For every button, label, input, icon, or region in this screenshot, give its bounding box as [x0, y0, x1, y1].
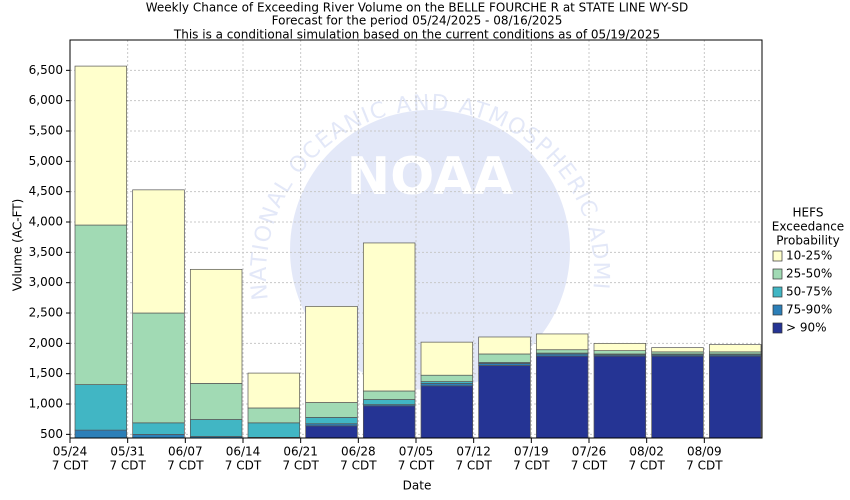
y-tick-label: 6,000: [29, 93, 63, 107]
bar-segment: [420, 341, 474, 376]
bar-segment: [305, 402, 358, 418]
x-tick-label: 7 CDT: [340, 459, 377, 473]
bar-segment: [305, 305, 358, 403]
y-tick-label: 2,000: [29, 336, 63, 350]
bar-segment: [420, 383, 474, 387]
legend-swatch: [772, 268, 783, 280]
x-tick-label: 05/31: [110, 445, 145, 459]
bar-segment: [189, 419, 243, 437]
bar-segment: [362, 242, 416, 392]
bar-segment: [420, 374, 474, 382]
bar-segment: [132, 312, 185, 424]
bar-segment: [362, 399, 416, 405]
x-tick-label: 7 CDT: [225, 459, 262, 473]
bar-segment: [132, 434, 185, 439]
bar-segment: [535, 349, 589, 354]
chart-subtitle: Forecast for the period 05/24/2025 - 08/…: [272, 14, 563, 28]
bar-segment: [593, 343, 647, 351]
x-tick-label: 07/26: [572, 445, 607, 459]
y-tick-label: 5,000: [29, 154, 63, 168]
bar-segment: [305, 417, 358, 425]
bar-segment: [478, 353, 531, 363]
bar-segment: [74, 65, 128, 226]
bar-segment: [478, 365, 531, 439]
bar-segment: [651, 355, 704, 439]
x-tick-label: 06/28: [341, 445, 376, 459]
y-tick-label: 1,500: [29, 366, 63, 380]
bar-segment: [74, 224, 128, 385]
chart-subtitle: This is a conditional simulation based o…: [173, 28, 660, 42]
bar-segment: [74, 429, 128, 439]
bar-segment: [535, 355, 589, 439]
y-tick-label: 1,000: [29, 397, 63, 411]
legend-label: 25-50%: [786, 267, 832, 281]
bar-segment: [593, 355, 647, 439]
x-tick-label: 7 CDT: [52, 459, 89, 473]
x-tick-label: 07/19: [514, 445, 549, 459]
x-tick-label: 7 CDT: [455, 459, 492, 473]
bar-segment: [305, 425, 358, 439]
bar-segment: [708, 355, 762, 439]
x-tick-label: 7 CDT: [513, 459, 550, 473]
bar-segment: [535, 333, 589, 351]
legend-swatch: [772, 322, 783, 334]
x-tick-label: 7 CDT: [167, 459, 204, 473]
legend-title: HEFS: [793, 206, 824, 220]
chart-title: Weekly Chance of Exceeding River Volume …: [146, 1, 689, 15]
watermark-circle: [290, 110, 570, 390]
y-tick-label: 2,500: [29, 306, 63, 320]
legend-title: Exceedance: [772, 220, 844, 234]
x-tick-label: 7 CDT: [282, 459, 319, 473]
x-tick-label: 06/07: [168, 445, 203, 459]
x-tick-label: 08/02: [629, 445, 664, 459]
legend-label: 50-75%: [786, 285, 832, 299]
watermark-logo: NOAA: [347, 147, 514, 207]
legend-label: > 90%: [786, 321, 827, 335]
bar-segment: [708, 344, 762, 353]
x-tick-label: 06/14: [226, 445, 261, 459]
legend-label: 10-25%: [786, 249, 832, 263]
bar-segment: [247, 407, 301, 424]
x-tick-label: 7 CDT: [109, 459, 146, 473]
legend-label: 75-90%: [786, 303, 832, 317]
bar-segment: [593, 350, 647, 355]
x-tick-label: 05/24: [53, 445, 88, 459]
bar-segment: [420, 385, 474, 439]
y-tick-label: 3,000: [29, 275, 63, 289]
bar-segment: [74, 384, 128, 431]
legend-swatch: [772, 250, 783, 262]
y-axis-label: Volume (AC-FT): [11, 199, 25, 292]
x-tick-label: 7 CDT: [628, 459, 665, 473]
plot-frame: [69, 39, 763, 439]
x-tick-label: 7 CDT: [571, 459, 608, 473]
y-tick-label: 5,500: [29, 124, 63, 138]
y-tick-label: 4,000: [29, 215, 63, 229]
bar-segment: [362, 405, 416, 439]
y-tick-label: 3,500: [29, 245, 63, 259]
legend-swatch: [772, 304, 783, 316]
bar-segment: [247, 372, 301, 409]
bar-segment: [362, 390, 416, 400]
bar-segment: [132, 189, 185, 314]
bar-segment: [247, 422, 301, 438]
bar-segment: [478, 336, 531, 355]
x-tick-label: 07/05: [399, 445, 434, 459]
bar-segment: [189, 268, 243, 384]
x-tick-label: 07/12: [456, 445, 491, 459]
x-tick-label: 7 CDT: [686, 459, 723, 473]
bar-segment: [189, 383, 243, 420]
legend-title: Probability: [776, 234, 839, 248]
x-tick-label: 06/21: [283, 445, 318, 459]
x-tick-label: 08/09: [687, 445, 722, 459]
y-tick-label: 500: [40, 427, 63, 441]
y-tick-label: 4,500: [29, 184, 63, 198]
y-tick-label: 6,500: [29, 63, 63, 77]
x-axis-label: Date: [403, 479, 432, 493]
x-tick-label: 7 CDT: [398, 459, 435, 473]
bar-segment: [651, 347, 704, 353]
legend-swatch: [772, 286, 783, 298]
bar-segment: [132, 422, 185, 435]
